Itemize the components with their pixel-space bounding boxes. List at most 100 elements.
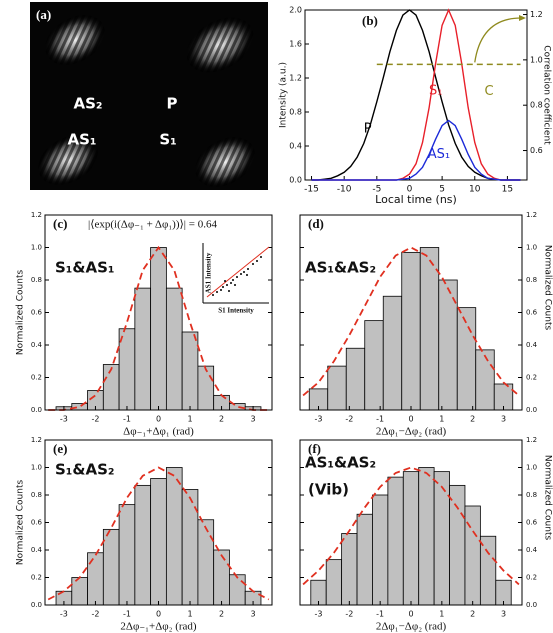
plot-frame [305, 10, 527, 180]
y-tick-label: 0.6 [526, 309, 538, 317]
y2-axis-label: Normalized Counts [543, 245, 553, 331]
panel: -15-10-50510150.00.40.81.21.62.00.60.81.… [279, 6, 552, 207]
y-tick-label: 1.0 [526, 464, 537, 472]
spot-label: AS₂ [74, 95, 103, 113]
y-tick-label: 1.0 [31, 464, 42, 472]
histogram-bar [457, 308, 476, 410]
y2-tick-label: 1.0 [530, 55, 543, 64]
histogram-bar [326, 560, 341, 605]
histogram-bar [119, 505, 135, 605]
y-tick-label: 0.8 [31, 276, 42, 284]
x-tick-label: -2 [91, 610, 99, 619]
x-tick-label: -1 [376, 415, 384, 424]
histogram-bar [182, 332, 198, 410]
pair-label: S₁&AS₂ [55, 461, 114, 479]
x-tick-label: 3 [251, 415, 256, 424]
histogram-bar [465, 506, 480, 605]
x-tick-label: 1 [187, 610, 192, 619]
histogram-bar [72, 404, 88, 411]
x-tick-label: -3 [315, 610, 323, 619]
panel-a-image [29, 2, 268, 197]
histogram-bar [198, 366, 214, 410]
y-axis-label: Normalized Counts [16, 480, 26, 566]
inset-point [260, 256, 262, 258]
x-tick-label: 10 [469, 185, 481, 195]
panel-label: (d) [308, 216, 324, 231]
x-tick-label: -1 [376, 610, 384, 619]
inset-point [234, 284, 236, 286]
x-axis-label: Local time (ns) [375, 193, 457, 206]
inset-x-label: S1 Intensity [218, 307, 254, 315]
y-tick-label: 0.6 [526, 519, 538, 527]
x-tick-label: 1 [439, 610, 444, 619]
series-label: AS₁ [428, 147, 450, 162]
y-tick-label: 0.2 [31, 574, 42, 582]
x-tick-label: -2 [91, 415, 99, 424]
y-tick-label: 0.4 [31, 546, 43, 554]
x-tick-label: -2 [345, 415, 353, 424]
histogram-bar [388, 477, 403, 605]
annotation-arrowhead [519, 15, 526, 21]
x-tick-label: 2 [470, 415, 475, 424]
inset-point [224, 280, 226, 282]
y-tick-label: 0.2 [526, 574, 537, 582]
x-tick-label: -10 [337, 185, 352, 195]
y2-tick-label: 0.8 [530, 101, 543, 110]
x-tick-label: -3 [60, 415, 68, 424]
y2-axis-label: Normalized Counts [543, 455, 553, 541]
y-tick-label: 0.8 [526, 276, 537, 284]
y-tick-label: 1.2 [31, 211, 42, 219]
x-axis-label: 2Δφ₁−Δφ₂ (rad) [376, 426, 447, 438]
y-tick-label: 0.4 [289, 142, 302, 151]
x-tick-label: 1 [187, 415, 192, 424]
y-tick-label: 0.0 [526, 601, 537, 609]
y-tick-label: 0.4 [526, 546, 538, 554]
pair-label: (Vib) [308, 481, 349, 499]
inset-point [252, 263, 254, 265]
y-tick-label: 0.8 [289, 108, 302, 117]
y-tick-label: 0.6 [31, 309, 43, 317]
y-tick-label: 1.6 [289, 40, 302, 49]
x-tick-label: 3 [251, 610, 256, 619]
y-tick-label: 1.0 [31, 244, 42, 252]
x-tick-label: -3 [315, 415, 323, 424]
panel-label: (b) [362, 13, 378, 28]
y-tick-label: 0.4 [526, 341, 538, 349]
y-tick-label: 1.2 [526, 211, 537, 219]
histogram-bar [328, 366, 347, 410]
histogram-bar [88, 553, 104, 605]
x-tick-label: 1 [439, 415, 444, 424]
inset-point [246, 274, 248, 276]
x-tick-label: 2 [219, 610, 224, 619]
histogram-bar [346, 348, 365, 410]
y-tick-label: 0.4 [31, 341, 43, 349]
panel: -3-2-101230.00.20.40.60.81.01.2Normalize… [16, 211, 273, 438]
x-tick-label: 0 [156, 610, 161, 619]
histogram-bar [450, 485, 465, 605]
histogram-bar [420, 248, 439, 411]
y-tick-label: 1.2 [31, 436, 42, 444]
inset-point [220, 289, 222, 291]
panel-label: (a) [36, 7, 51, 22]
y-tick-label: 0.0 [526, 406, 537, 414]
histogram-bar [365, 321, 384, 410]
x-tick-label: 3 [501, 610, 506, 619]
pair-label: S₁&AS₁ [55, 259, 114, 277]
histogram-bar [434, 472, 449, 605]
histogram-bar [383, 296, 402, 410]
histogram-bar [402, 252, 421, 410]
x-tick-label: -3 [60, 610, 68, 619]
panel-label: (c) [53, 216, 67, 231]
y-axis-label: Normalized Counts [16, 270, 26, 356]
histogram-bar [229, 575, 245, 605]
histogram-bar [476, 350, 495, 410]
histogram-bar [135, 288, 151, 410]
y2-tick-label: 1.2 [530, 10, 543, 19]
inset-point [226, 284, 228, 286]
histogram-bar [198, 520, 214, 605]
y-axis-label: Intensity (a.u.) [279, 62, 289, 128]
y2-axis-label: Correlation coefficient [542, 45, 552, 145]
figure: (a)AS₂PAS₁S₁-15-10-50510150.00.40.81.21.… [0, 0, 553, 633]
panel-label: (e) [53, 441, 67, 456]
